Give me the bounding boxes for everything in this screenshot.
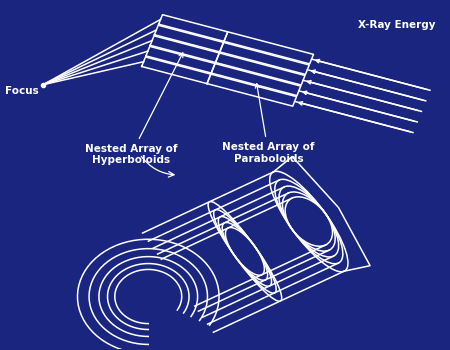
Text: Nested Array of
Hyperboloids: Nested Array of Hyperboloids: [85, 53, 183, 165]
Text: X-Ray Energy: X-Ray Energy: [358, 21, 436, 30]
Text: Nested Array of
Paraboloids: Nested Array of Paraboloids: [222, 84, 315, 163]
Text: Focus: Focus: [5, 86, 39, 97]
